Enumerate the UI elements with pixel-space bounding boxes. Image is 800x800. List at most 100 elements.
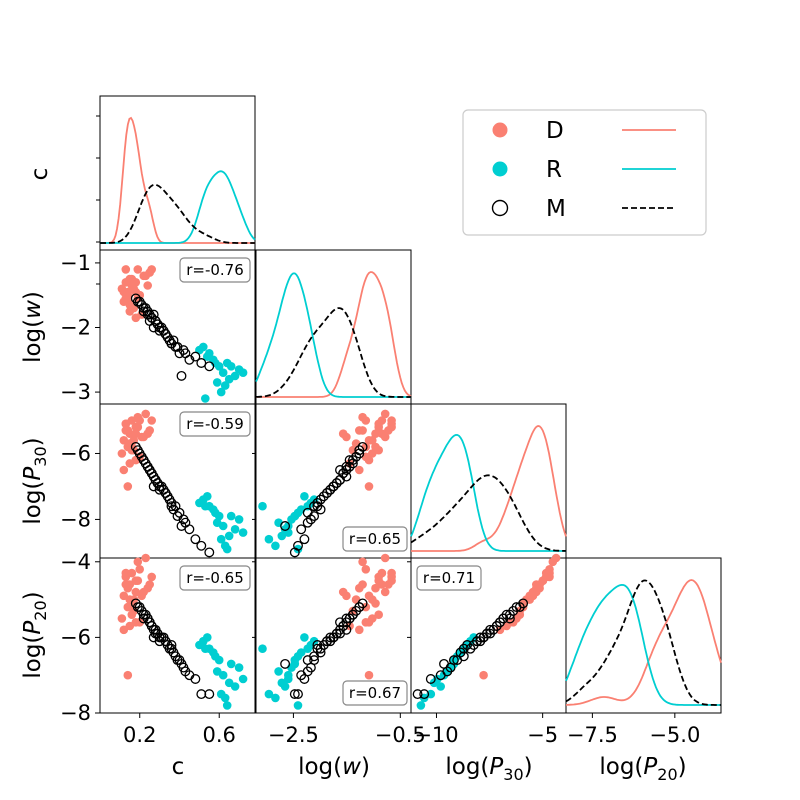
point-D [368, 595, 377, 604]
panel-logP20-vs-logP20: −7.5 −5.0 [565, 557, 722, 747]
corr-box [342, 526, 408, 552]
point-M [354, 602, 365, 613]
point-R [284, 674, 293, 684]
point-D [338, 587, 348, 597]
corr-label: r=0.71 [423, 569, 475, 587]
point-D [355, 465, 364, 475]
point-M [142, 613, 153, 624]
point-D [377, 416, 387, 425]
panel-logP30-vs-logP30 [410, 403, 567, 560]
point-D [121, 580, 131, 589]
point-M [309, 511, 320, 522]
point-M [315, 504, 326, 515]
point-R [300, 492, 309, 501]
point-M [331, 478, 342, 489]
point-D [133, 422, 143, 432]
point-M [448, 655, 459, 666]
corr-label: r=0.67 [349, 684, 401, 702]
point-R [216, 534, 226, 544]
kde-curve-M [565, 579, 721, 706]
y-tick-label: −8 [60, 507, 91, 531]
panel-logP20-vs-logP30: r=0.71 −10 −5 [407, 553, 567, 747]
point-M [328, 632, 339, 643]
point-M [419, 689, 430, 700]
legend-marker-M [491, 199, 509, 217]
point-D [121, 426, 131, 435]
point-M [148, 632, 159, 643]
point-M [190, 674, 201, 684]
x-tick-label: 0.6 [203, 723, 236, 747]
point-R [218, 368, 228, 378]
point-D [127, 610, 137, 619]
point-D [368, 436, 377, 445]
point-R [201, 501, 210, 511]
corr-box [416, 565, 482, 591]
legend-marker-D [492, 122, 508, 138]
point-M [354, 448, 365, 459]
corr-label: r=0.65 [349, 530, 401, 548]
point-D [387, 572, 396, 582]
point-M [458, 643, 469, 654]
point-M [341, 461, 352, 472]
point-M [176, 370, 187, 381]
point-M [280, 658, 291, 669]
point-M [160, 636, 171, 647]
point-R [214, 511, 224, 521]
point-R [230, 371, 240, 381]
legend-marker-R [492, 161, 508, 177]
point-R [416, 701, 426, 710]
panel-frame [410, 403, 567, 560]
x-tick-label: −7.5 [567, 723, 618, 747]
point-D [125, 459, 135, 468]
point-R [258, 501, 267, 511]
corr-box [179, 257, 251, 283]
point-R [201, 644, 210, 653]
x-axis-label-logw: log(w) [298, 754, 370, 780]
point-R [234, 663, 244, 672]
point-M [341, 465, 352, 475]
point-D [358, 580, 367, 589]
point-M [312, 501, 323, 512]
point-M [190, 534, 201, 545]
point-D [143, 281, 152, 290]
point-D [358, 557, 367, 567]
point-D [380, 587, 390, 597]
point-D [143, 429, 152, 439]
point-M [514, 602, 525, 613]
point-D [368, 449, 377, 458]
point-D [371, 583, 380, 593]
point-R [226, 511, 236, 521]
point-D [133, 265, 143, 274]
point-D [123, 602, 133, 612]
point-R [280, 682, 290, 691]
point-M [132, 445, 143, 456]
y-tick-label: −6 [60, 441, 91, 465]
panel-logP20-vs-logw: r=0.67 −2.5 −0.5 [252, 553, 426, 747]
y-tick-label: −3 [60, 380, 91, 404]
point-R [209, 648, 218, 657]
point-M [299, 534, 310, 545]
x-tick-label: −2.5 [268, 723, 319, 747]
point-R [238, 674, 248, 684]
x-tick-label: −5.0 [649, 723, 700, 747]
y-tick-label: −8 [60, 701, 91, 725]
point-M [344, 613, 355, 624]
point-R [296, 648, 306, 657]
point-D [377, 568, 387, 578]
point-D [141, 271, 150, 281]
point-M [309, 655, 320, 666]
point-R [293, 701, 303, 710]
point-R [222, 701, 232, 710]
legend: DRM [462, 109, 707, 236]
point-D [123, 670, 133, 680]
kde-curve-D [411, 425, 567, 552]
point-D [358, 412, 367, 422]
point-D [125, 621, 135, 631]
point-R [271, 541, 280, 551]
point-D [535, 580, 544, 589]
corr-box [179, 411, 251, 437]
point-M [148, 322, 159, 333]
point-D [127, 568, 137, 578]
point-R [222, 544, 232, 554]
point-M [280, 521, 291, 531]
